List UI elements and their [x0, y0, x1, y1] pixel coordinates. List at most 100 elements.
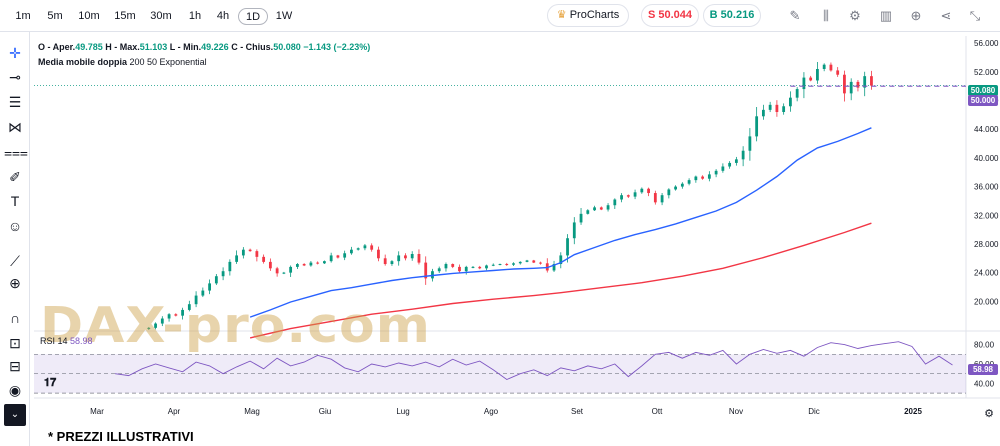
candle-body [701, 176, 705, 179]
candle-body [478, 266, 482, 269]
time-tick-label: Nov [729, 407, 743, 416]
candle-body [606, 205, 610, 210]
candle-body [221, 271, 225, 277]
candle-body [214, 276, 218, 284]
ema-200-line [249, 222, 872, 339]
horizontal-lines-icon[interactable]: ☰ [8, 94, 22, 110]
timeframe-4h[interactable]: 4h [216, 10, 230, 22]
candles-icon[interactable]: ⫼ [823, 8, 829, 23]
candle-body [302, 264, 306, 266]
candle-body [741, 150, 745, 160]
plus-circle-icon[interactable]: ⊕ [910, 8, 922, 23]
crown-icon: ♛ [556, 9, 567, 21]
candle-body [356, 248, 360, 250]
candle-body [485, 265, 488, 269]
price-tick-label: 44.000 [974, 125, 999, 134]
close-label: C - Chius. [231, 42, 274, 52]
candle-body [559, 255, 563, 265]
emoji-icon[interactable]: ☺ [7, 218, 23, 234]
chevron-down-icon[interactable]: ⌄ [4, 404, 26, 426]
price-tick-label: 20.000 [974, 297, 999, 306]
unlock-icon[interactable]: ⊟ [9, 358, 21, 374]
candle-body [660, 195, 664, 203]
fib-icon[interactable]: ⩶ [4, 144, 28, 160]
price-tick-label: 28.000 [974, 240, 999, 249]
brush-icon[interactable]: ✐ [9, 169, 21, 185]
candle-body [160, 318, 164, 324]
timeframe-5m[interactable]: 5m [47, 10, 63, 22]
candle-body [674, 186, 677, 190]
candle-body [451, 264, 455, 267]
magnet-icon[interactable]: ∩ [9, 310, 21, 326]
timeframe-15m[interactable]: 15m [114, 10, 136, 22]
timeframe-10m[interactable]: 10m [78, 10, 100, 22]
sell-button[interactable]: S 50.044 [641, 4, 699, 27]
candle-body [404, 255, 407, 259]
ema-50-line [249, 127, 872, 318]
bars-icon[interactable]: ▥ [879, 8, 893, 23]
candle-body [843, 74, 846, 94]
timeframe-1m[interactable]: 1m [15, 10, 31, 22]
candle-body [761, 109, 765, 117]
candle-body [687, 180, 691, 184]
rsi-legend[interactable]: RSI 14 58.98 [40, 336, 93, 346]
candle-body [640, 188, 644, 193]
gear-icon[interactable]: ⚙ [849, 8, 861, 23]
timeframe-30m[interactable]: 30m [150, 10, 172, 22]
ma-legend[interactable]: Media mobile doppia 200 50 Exponential [38, 57, 207, 67]
candle-body [464, 266, 468, 272]
ma-params: 200 50 Exponential [129, 57, 207, 67]
time-tick-label: Apr [168, 407, 181, 416]
ruler-icon[interactable]: ⟋ [10, 253, 20, 269]
price-tick-label: 56.000 [974, 39, 999, 48]
candle-body [424, 262, 428, 279]
footnote: * PREZZI ILLUSTRATIVI [48, 429, 194, 444]
candle-body [262, 256, 266, 262]
timeframe-1d[interactable]: 1D [238, 8, 268, 25]
procharts-button[interactable]: ♛ ProCharts [547, 4, 629, 27]
crosshair-icon[interactable]: ✛ [9, 45, 21, 61]
collapse-icon[interactable]: ⤡ [969, 8, 981, 23]
candle-body [235, 255, 239, 262]
candle-body [329, 255, 333, 262]
candle-body [552, 264, 556, 271]
candle-body [512, 263, 515, 265]
candle-body [802, 77, 806, 90]
candle-body [444, 264, 448, 269]
share-icon[interactable]: ⋖ [940, 8, 952, 23]
timeframe-1w[interactable]: 1W [275, 10, 293, 22]
candle-body [410, 253, 414, 259]
top-toolbar: 1m 5m 10m 15m 30m 1h 4h 1D 1W ♛ ProChart… [0, 0, 1000, 32]
candle-body [532, 260, 536, 263]
candle-body [667, 189, 671, 196]
time-tick-label: Ott [652, 407, 663, 416]
text-icon[interactable]: T [10, 193, 20, 209]
candle-body [714, 170, 718, 175]
candle-body [174, 314, 178, 316]
candle-body [390, 261, 394, 265]
pattern-icon[interactable]: ⋈ [8, 119, 22, 135]
timeframe-1h[interactable]: 1h [188, 10, 202, 22]
candle-body [363, 245, 367, 249]
watermark: DAX-pro.com [40, 297, 431, 355]
candle-body [599, 207, 603, 210]
candle-body [336, 255, 340, 258]
time-tick-label: Ago [484, 407, 499, 416]
pencil-icon[interactable]: ✎ [789, 8, 801, 23]
buy-button[interactable]: B 50.216 [703, 4, 761, 27]
candle-body [870, 76, 873, 86]
line-icon[interactable]: ⊸ [9, 69, 21, 85]
candle-body [295, 264, 299, 267]
candle-body [633, 192, 637, 197]
candle-body [626, 195, 630, 197]
candle-body [795, 89, 799, 98]
procharts-label: ProCharts [569, 9, 620, 21]
chart-settings-icon[interactable]: ⚙ [984, 408, 994, 420]
price-tick-label: 52.000 [974, 68, 999, 77]
rsi-title: RSI 14 [40, 336, 68, 346]
eye-icon[interactable]: ◉ [8, 382, 22, 398]
zoom-icon[interactable]: ⊕ [9, 275, 21, 291]
lock-icon[interactable]: ⊡ [9, 335, 21, 351]
tradingview-logo-icon[interactable]: 𝟏𝟕 [44, 377, 57, 389]
